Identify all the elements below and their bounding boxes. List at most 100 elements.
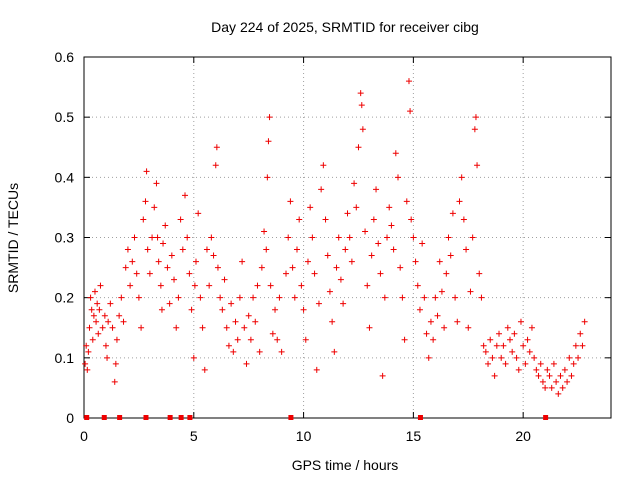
data-point <box>265 138 272 145</box>
data-point <box>550 360 557 367</box>
data-point <box>118 294 125 301</box>
data-point <box>511 330 518 337</box>
data-point <box>254 282 261 289</box>
data-point <box>213 144 220 151</box>
data-point <box>333 264 340 271</box>
data-point <box>513 354 520 361</box>
data-point <box>344 210 351 217</box>
y-axis-label: SRMTID / TECUs <box>5 183 21 293</box>
y-tick-label: 0 <box>66 410 74 426</box>
data-point <box>449 210 456 217</box>
data-point <box>568 372 575 379</box>
data-point <box>210 252 217 259</box>
data-point <box>111 378 118 385</box>
data-point <box>191 282 198 289</box>
data-point <box>158 306 165 313</box>
data-point <box>443 270 450 277</box>
data-point <box>230 348 237 355</box>
data-point <box>283 270 290 277</box>
data-point <box>489 354 496 361</box>
data-point <box>105 318 112 325</box>
data-point <box>258 264 265 271</box>
data-point <box>104 354 111 361</box>
data-point <box>553 378 560 385</box>
data-point <box>559 384 566 391</box>
data-point <box>392 150 399 157</box>
chart-title: Day 224 of 2025, SRMTID for receiver cib… <box>211 19 479 35</box>
data-point <box>160 240 167 247</box>
data-point <box>509 348 516 355</box>
data-point <box>520 342 527 349</box>
data-point <box>432 294 439 301</box>
data-point <box>476 270 483 277</box>
data-point <box>269 330 276 337</box>
data-point <box>500 342 507 349</box>
data-point <box>261 228 268 235</box>
data-point <box>142 198 149 205</box>
data-point <box>517 318 524 325</box>
data-point <box>337 276 344 283</box>
data-point <box>157 282 164 289</box>
data-point <box>87 294 94 301</box>
data-point <box>572 342 579 349</box>
data-point <box>263 246 270 253</box>
data-point <box>83 342 90 349</box>
data-point <box>153 180 160 187</box>
data-point <box>82 360 89 367</box>
data-point <box>186 270 193 277</box>
y-tick-label: 0.2 <box>55 290 75 306</box>
data-point <box>564 378 571 385</box>
data-point <box>285 234 292 241</box>
data-point <box>504 324 511 331</box>
data-point <box>472 114 479 121</box>
data-point <box>289 264 296 271</box>
data-point <box>342 246 349 253</box>
zero-value-marker <box>543 415 549 420</box>
data-point <box>168 252 175 259</box>
data-point <box>364 282 371 289</box>
data-point <box>544 366 551 373</box>
data-point <box>291 294 298 301</box>
data-point <box>166 300 173 307</box>
data-point <box>331 348 338 355</box>
zero-value-marker <box>178 415 184 420</box>
data-point <box>430 336 437 343</box>
data-point <box>122 264 129 271</box>
data-point <box>410 234 417 241</box>
data-point <box>225 342 232 349</box>
data-point <box>135 294 142 301</box>
data-point <box>86 324 93 331</box>
data-point <box>403 198 410 205</box>
data-point <box>195 210 202 217</box>
data-point <box>223 324 230 331</box>
data-point <box>212 162 219 169</box>
data-point <box>329 318 336 325</box>
data-point <box>155 258 162 265</box>
data-point <box>302 336 309 343</box>
data-point <box>171 276 178 283</box>
data-point <box>379 372 386 379</box>
data-point <box>309 234 316 241</box>
data-point <box>458 174 465 181</box>
data-point <box>362 228 369 235</box>
data-point <box>445 234 452 241</box>
data-point <box>557 372 564 379</box>
data-point <box>318 186 325 193</box>
data-point <box>482 348 489 355</box>
data-point <box>236 294 243 301</box>
data-point <box>313 366 320 373</box>
data-point <box>370 216 377 223</box>
data-point <box>267 282 274 289</box>
data-point <box>143 168 150 175</box>
x-axis-label: GPS time / hours <box>292 457 399 473</box>
data-point <box>245 312 252 319</box>
data-point <box>296 216 303 223</box>
data-point <box>307 204 314 211</box>
data-point <box>173 324 180 331</box>
data-point <box>546 372 553 379</box>
data-point <box>199 324 206 331</box>
x-tick-label: 5 <box>190 428 198 444</box>
x-tick-label: 0 <box>80 428 88 444</box>
data-point <box>438 288 445 295</box>
